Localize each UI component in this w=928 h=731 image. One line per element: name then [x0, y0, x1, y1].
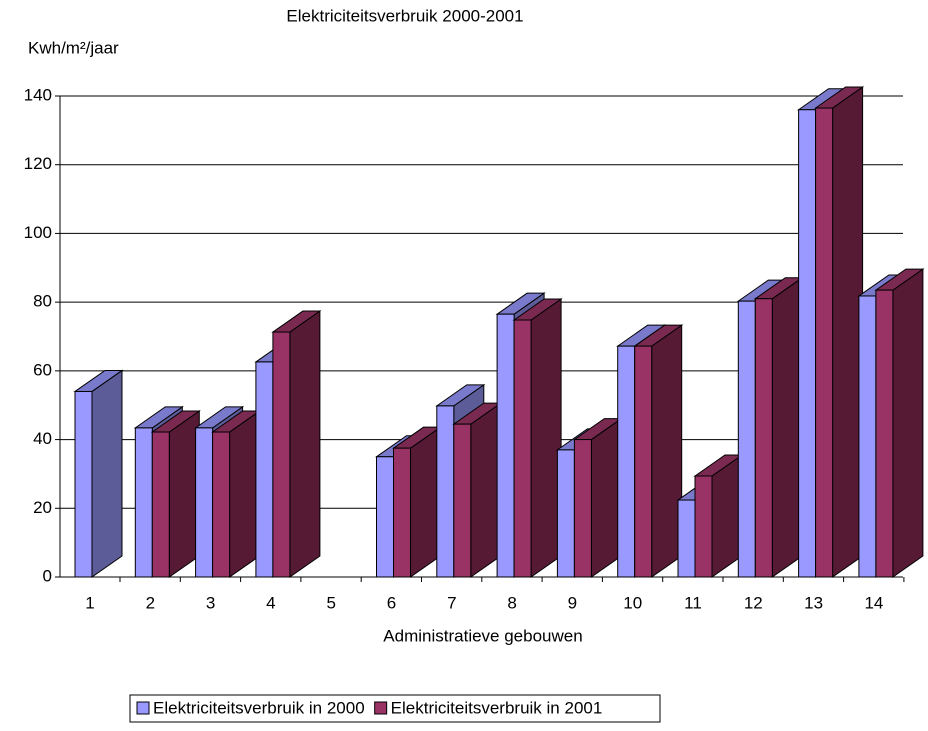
- bar-front: [754, 298, 773, 578]
- x-tick-label: 8: [507, 593, 516, 612]
- bar: [150, 410, 201, 578]
- legend-swatch: [374, 701, 388, 715]
- bar-front: [393, 447, 411, 578]
- legend-label: Elektriciteitsverbruik in 2001: [391, 698, 603, 717]
- bar-front: [798, 109, 817, 578]
- x-tick-label: 4: [266, 593, 275, 612]
- x-tick-label: 6: [387, 593, 396, 612]
- bar: [693, 454, 744, 578]
- bar-side: [651, 324, 683, 578]
- bar: [271, 310, 322, 578]
- bar-front: [556, 449, 575, 578]
- bar: [391, 426, 443, 578]
- bar-front: [134, 427, 153, 578]
- bar-side: [590, 417, 622, 578]
- y-tick-label: 120: [24, 154, 52, 173]
- y-tick-label: 80: [33, 292, 52, 311]
- bar-side: [771, 276, 803, 578]
- bar-front: [677, 499, 696, 578]
- bar-side: [470, 402, 502, 578]
- y-tick-label: 140: [24, 85, 52, 104]
- bar-front: [737, 300, 756, 578]
- y-tick-label: 20: [33, 498, 52, 517]
- x-tick-label: 1: [85, 593, 94, 612]
- bar-side: [168, 410, 200, 578]
- bar-front: [436, 405, 455, 578]
- bar-front: [376, 456, 394, 578]
- bar-front: [453, 423, 472, 578]
- bar-front: [496, 313, 515, 578]
- bar-front: [815, 107, 834, 578]
- bar: [633, 324, 684, 578]
- x-axis-title: Administratieve gebouwen: [383, 626, 582, 645]
- x-tick-label: 5: [326, 593, 335, 612]
- y-tick-label: 0: [43, 566, 52, 585]
- bar-front: [151, 431, 170, 578]
- bar-front: [513, 319, 532, 578]
- bar-front: [573, 439, 592, 578]
- bar-front: [255, 361, 274, 578]
- y-tick-label: 60: [33, 360, 52, 379]
- bar-front: [272, 331, 291, 578]
- chart-title: Elektriciteitsverbruik 2000-2001: [286, 6, 523, 25]
- y-tick-label: 40: [33, 429, 52, 448]
- bar: [572, 417, 623, 578]
- bar-front: [875, 289, 894, 578]
- x-tick-label: 7: [447, 593, 456, 612]
- bar: [874, 268, 925, 578]
- bar-side: [91, 369, 123, 578]
- bar-side: [410, 426, 441, 578]
- bar-side: [892, 268, 924, 578]
- bar: [512, 298, 563, 578]
- legend-label: Elektriciteitsverbruik in 2000: [153, 698, 365, 717]
- x-tick-label: 11: [684, 593, 702, 612]
- bar-front: [195, 427, 214, 578]
- bar: [452, 402, 503, 578]
- bar: [753, 276, 804, 578]
- bar-side: [832, 86, 864, 578]
- x-tick-label: 3: [206, 593, 215, 612]
- bar-front: [858, 295, 877, 578]
- x-tick-label: 10: [623, 593, 642, 612]
- bar-side: [289, 310, 321, 578]
- bar: [814, 86, 865, 578]
- bar-front: [212, 431, 231, 578]
- y-axis-title: Kwh/m²/jaar: [28, 38, 119, 57]
- x-tick-label: 2: [146, 593, 155, 612]
- x-tick-label: 12: [744, 593, 763, 612]
- legend-swatch: [136, 701, 150, 715]
- legend-box: [129, 694, 661, 723]
- bar: [211, 410, 262, 578]
- bar-front: [634, 345, 653, 578]
- bar-front: [74, 390, 93, 578]
- y-tick-label: 100: [24, 223, 52, 242]
- bar-side: [229, 410, 261, 578]
- bar-side: [530, 298, 562, 578]
- bar-front: [694, 475, 713, 578]
- x-tick-label: 9: [568, 593, 577, 612]
- bar-front: [617, 345, 636, 578]
- x-tick-label: 14: [864, 593, 883, 612]
- bar: [73, 369, 124, 578]
- x-tick-label: 13: [804, 593, 823, 612]
